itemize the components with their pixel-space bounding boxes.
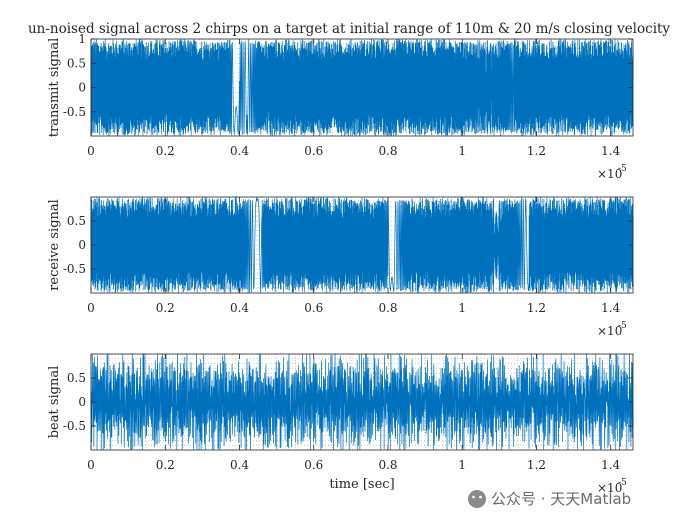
y-tick-label: -0.5: [63, 419, 86, 433]
x-tick-label: 1.2: [527, 144, 546, 158]
x-tick-label: 1.4: [601, 458, 620, 472]
signal-line: [90, 196, 634, 293]
y-axis-label: transmit signal: [47, 38, 62, 138]
y-axis-label: receive signal: [47, 199, 62, 291]
x-tick-label: 1.2: [527, 301, 546, 315]
x-exponent-label: ×10: [597, 167, 622, 181]
x-tick-label: 1: [458, 301, 466, 315]
y-tick-label: 0: [78, 395, 86, 409]
x-tick-label: 0: [87, 144, 95, 158]
x-tick-label: 0.2: [156, 144, 175, 158]
x-tick-label: 1: [458, 144, 466, 158]
transmit-signal-panel: 0 0.2 0.4 0.6 0.8 1 1.2 1.4 -0.5 0 0.5 1 transmit si…: [47, 32, 634, 181]
x-tick-label: 0.8: [378, 144, 397, 158]
x-tick-label: 0.4: [230, 144, 249, 158]
receive-signal-panel: 0 0.2 0.4 0.6 0.8 1 1.2 1.4 -0.5 0 0.5 receive sign…: [47, 196, 634, 338]
x-tick-label: 0.2: [156, 301, 175, 315]
watermark: 公众号 · 天天Matlab: [468, 490, 631, 508]
x-tick-label: 0.4: [230, 458, 249, 472]
y-tick-label: 0.5: [67, 214, 86, 228]
x-tick-label: 1.4: [601, 144, 620, 158]
y-tick-label: -0.5: [63, 262, 86, 276]
x-tick-label: 0: [87, 458, 95, 472]
y-tick-label: 0.5: [67, 56, 86, 70]
chart-title: un-noised signal across 2 chirps on a ta…: [28, 21, 670, 37]
x-tick-label: 0.8: [378, 301, 397, 315]
y-tick-label: 1: [78, 32, 86, 46]
y-axis-label: beat signal: [47, 366, 62, 439]
x-axis-label: time [sec]: [329, 477, 394, 492]
watermark-text: 公众号 · 天天Matlab: [491, 490, 631, 508]
x-tick-label: 0.6: [304, 144, 323, 158]
x-exponent-label: ×10: [597, 324, 622, 338]
y-tick-label: 0.5: [67, 371, 86, 385]
x-tick-label: 1.4: [601, 301, 620, 315]
x-tick-label: 0.6: [304, 301, 323, 315]
signal-line: [90, 38, 634, 136]
x-tick-label: 1.2: [527, 458, 546, 472]
y-tick-label: 0: [78, 238, 86, 252]
x-tick-label: 0.4: [230, 301, 249, 315]
x-tick-label: 1: [458, 458, 466, 472]
signal-line: [90, 353, 634, 451]
x-tick-label: 0.6: [304, 458, 323, 472]
x-tick-label: 0.8: [378, 458, 397, 472]
x-exponent-value: -5: [618, 164, 627, 174]
x-tick-label: 0: [87, 301, 95, 315]
y-tick-label: -0.5: [63, 105, 86, 119]
y-tick-label: 0: [78, 81, 86, 95]
beat-signal-panel: 0 0.2 0.4 0.6 0.8 1 1.2 1.4 -0.5 0 0.5 beat signal ×…: [47, 353, 634, 495]
x-exponent-label: ×10: [597, 481, 622, 495]
x-exponent-value: -5: [618, 478, 627, 488]
wechat-icon: [468, 490, 486, 508]
x-tick-label: 0.2: [156, 458, 175, 472]
x-exponent-value: -5: [618, 321, 627, 331]
